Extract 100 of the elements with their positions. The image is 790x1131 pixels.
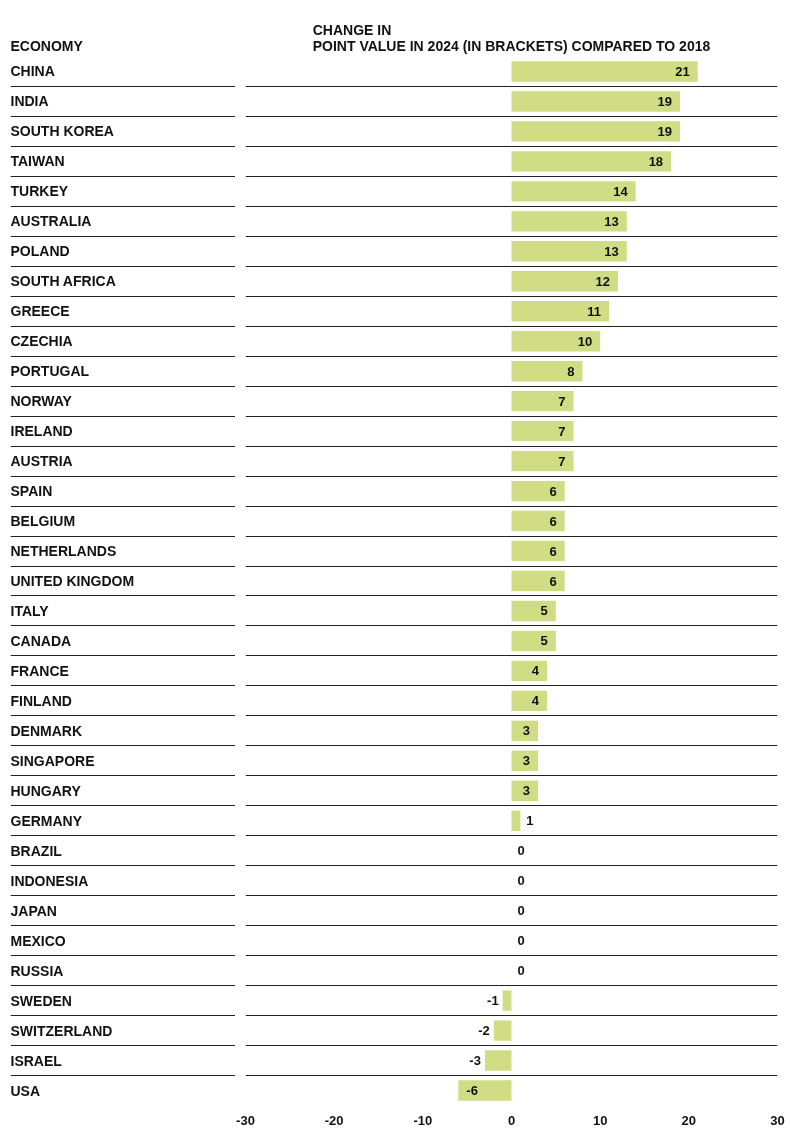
data-label: -2: [478, 1023, 490, 1039]
y-tick-label: SPAIN: [10, 483, 53, 500]
data-label: 6: [549, 543, 557, 559]
data-label: 19: [657, 123, 672, 139]
data-label: 6: [549, 513, 557, 529]
bar: [511, 121, 680, 142]
bar: [484, 1050, 512, 1071]
bar: [511, 690, 547, 712]
data-label: 11: [587, 303, 602, 319]
data-label: 3: [522, 723, 531, 739]
y-tick-label: TURKEY: [10, 183, 69, 200]
bar: [511, 61, 698, 82]
bar: [511, 241, 627, 262]
x-tick-label: -10: [413, 1112, 433, 1128]
data-label: 21: [675, 63, 690, 79]
bar: [511, 390, 574, 412]
y-tick-label: SWEDEN: [10, 992, 72, 1009]
data-label: 13: [604, 213, 619, 229]
bar: [511, 151, 672, 172]
bar: [511, 600, 556, 622]
y-tick-label: HUNGARY: [10, 782, 82, 799]
data-label: 7: [558, 453, 566, 469]
data-label: 12: [595, 273, 610, 289]
data-label: 13: [604, 243, 619, 259]
data-label: 19: [657, 93, 672, 109]
bar: [511, 211, 627, 232]
y-tick-label: MEXICO: [10, 932, 66, 949]
data-label: 6: [549, 483, 557, 499]
x-tick-label: 10: [592, 1112, 608, 1128]
bar: [511, 480, 565, 502]
bar: [511, 420, 574, 442]
y-tick-label: AUSTRALIA: [10, 213, 92, 230]
y-tick-label: NORWAY: [10, 393, 73, 410]
data-label: 7: [558, 423, 566, 439]
y-tick-label: SOUTH AFRICA: [10, 273, 116, 290]
bar: [511, 540, 565, 562]
data-label: 14: [613, 183, 629, 199]
data-label: 0: [517, 873, 525, 889]
bar: [511, 660, 547, 682]
y-tick-label: INDIA: [10, 93, 49, 110]
data-label: 8: [567, 363, 575, 379]
data-label: 0: [517, 903, 525, 919]
data-label: 10: [577, 333, 593, 349]
bar: [511, 181, 636, 202]
y-tick-label: AUSTRIA: [10, 453, 73, 470]
y-tick-label: INDONESIA: [10, 872, 89, 889]
bar: [511, 510, 565, 532]
y-tick-label: CANADA: [10, 632, 72, 649]
y-tick-label: RUSSIA: [10, 962, 64, 979]
data-label: -1: [487, 993, 499, 1009]
y-tick-label: ISRAEL: [10, 1052, 63, 1069]
data-label: 18: [648, 153, 664, 169]
x-tick-label: -30: [236, 1112, 255, 1128]
y-tick-label: GERMANY: [10, 812, 83, 829]
data-label: 3: [522, 783, 531, 799]
y-tick-label: CHINA: [10, 63, 55, 80]
data-label: -6: [466, 1083, 478, 1099]
y-tick-label: DENMARK: [10, 722, 83, 739]
x-axis-title: CHANGE IN POINT VALUE IN 2024 (IN BRACKETS) COMPARED TO 2018: [312, 21, 711, 54]
bar: [511, 91, 680, 112]
x-tick-label: 0: [507, 1112, 516, 1128]
bar: [511, 271, 618, 292]
bar: [458, 1080, 512, 1101]
data-label: 0: [517, 933, 525, 949]
y-tick-label: USA: [10, 1082, 41, 1099]
y-tick-label: SWITZERLAND: [10, 1022, 113, 1039]
x-tick-label: 20: [681, 1112, 697, 1128]
y-tick-label: SOUTH KOREA: [10, 123, 114, 140]
data-label: 0: [517, 843, 525, 859]
y-tick-label: CZECHIA: [10, 333, 73, 350]
y-tick-label: PORTUGAL: [10, 363, 90, 380]
y-tick-label: POLAND: [10, 243, 70, 260]
y-tick-label: FRANCE: [10, 662, 69, 679]
x-tick-label: -20: [324, 1112, 344, 1128]
data-label: -3: [469, 1053, 481, 1069]
data-label: 4: [531, 663, 540, 679]
bar: [511, 570, 565, 592]
bar: [493, 1020, 512, 1041]
data-label: 1: [526, 813, 534, 829]
data-label: 6: [549, 573, 557, 589]
data-label: 7: [558, 393, 566, 409]
bar: [511, 630, 556, 652]
data-label: 4: [531, 693, 540, 709]
x-tick-label: 30: [770, 1112, 785, 1128]
data-label: 0: [517, 963, 525, 979]
y-tick-label: SINGAPORE: [10, 752, 95, 769]
y-tick-label: TAIWAN: [10, 153, 65, 170]
data-label: 3: [522, 753, 531, 769]
data-label: 5: [540, 633, 548, 649]
y-tick-label: NETHERLANDS: [10, 543, 117, 560]
bar: [511, 301, 610, 322]
y-axis-title: ECONOMY: [10, 37, 84, 54]
y-tick-label: ITALY: [10, 602, 50, 619]
y-tick-label: BRAZIL: [10, 842, 63, 859]
bar: [511, 331, 601, 352]
bar: [511, 450, 574, 472]
y-tick-label: FINLAND: [10, 692, 72, 709]
data-label: 5: [540, 603, 548, 619]
y-tick-label: UNITED KINGDOM: [10, 573, 135, 589]
bar: [511, 361, 583, 382]
